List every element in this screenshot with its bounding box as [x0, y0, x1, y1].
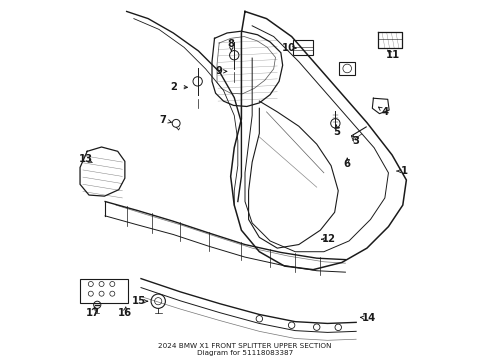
Text: 6: 6 [343, 159, 351, 169]
Text: 16: 16 [118, 309, 132, 318]
Text: 14: 14 [362, 313, 376, 323]
Text: 15: 15 [132, 296, 147, 306]
Text: 10: 10 [282, 43, 296, 53]
Text: 5: 5 [333, 127, 340, 136]
Text: 4: 4 [381, 107, 389, 117]
Text: 2: 2 [170, 82, 177, 92]
Text: 11: 11 [386, 50, 400, 60]
Text: 7: 7 [159, 115, 166, 125]
Text: 12: 12 [322, 234, 336, 244]
Text: 3: 3 [353, 136, 360, 145]
Text: 9: 9 [216, 66, 222, 76]
Text: 2024 BMW X1 FRONT SPLITTER UPPER SECTION
Diagram for 51118083387: 2024 BMW X1 FRONT SPLITTER UPPER SECTION… [158, 343, 332, 356]
Text: 1: 1 [401, 166, 408, 176]
Text: 8: 8 [228, 40, 235, 49]
Text: 17: 17 [86, 309, 99, 318]
Text: 13: 13 [78, 154, 93, 164]
